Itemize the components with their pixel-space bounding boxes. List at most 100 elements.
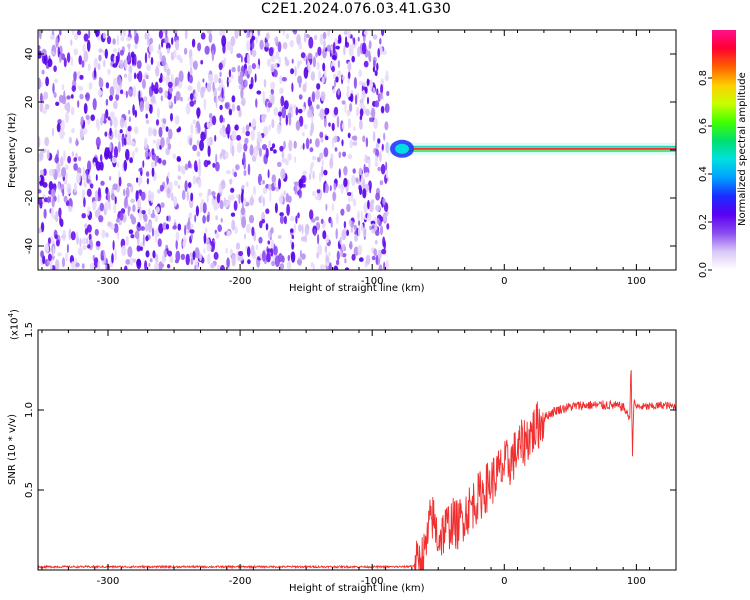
noise-speck: [243, 197, 247, 206]
noise-speck: [225, 151, 229, 160]
noise-speck: [50, 34, 55, 40]
noise-speck: [75, 137, 78, 147]
noise-speck: [293, 140, 297, 149]
noise-speck: [241, 184, 245, 190]
noise-speck: [125, 129, 128, 135]
noise-speck: [100, 154, 103, 163]
noise-speck: [166, 187, 172, 199]
noise-speck: [187, 85, 191, 91]
noise-speck: [335, 259, 340, 266]
noise-speck: [109, 118, 113, 127]
noise-speck: [375, 142, 379, 149]
noise-speck: [50, 51, 56, 56]
noise-speck: [353, 126, 356, 131]
noise-speck: [189, 137, 193, 146]
noise-speck: [80, 116, 84, 124]
noise-speck: [101, 113, 105, 122]
noise-speck: [267, 102, 273, 108]
noise-speck: [145, 113, 148, 119]
noise-speck: [343, 221, 347, 229]
noise-speck: [85, 92, 90, 102]
noise-speck: [245, 124, 250, 132]
noise-speck: [199, 202, 203, 213]
noise-speck: [331, 202, 335, 212]
noise-speck: [174, 259, 179, 264]
noise-speck: [323, 39, 326, 50]
y-tick-label: -20: [24, 190, 35, 206]
noise-speck: [328, 262, 332, 270]
noise-speck: [219, 127, 224, 136]
noise-speck: [315, 89, 320, 100]
noise-speck: [310, 71, 316, 81]
noise-speck: [346, 85, 350, 94]
noise-speck: [81, 173, 87, 181]
noise-speck: [58, 182, 61, 191]
noise-speck: [222, 132, 227, 138]
noise-speck: [161, 55, 166, 67]
noise-speck: [281, 157, 287, 163]
noise-speck: [70, 261, 75, 270]
noise-speck: [123, 138, 127, 146]
signal-onset-core: [395, 143, 410, 154]
y-tick-label: 1.0: [24, 402, 35, 418]
y-tick-label: 0: [24, 147, 35, 153]
noise-speck: [321, 158, 324, 168]
noise-speck: [303, 32, 307, 43]
noise-speck: [184, 163, 189, 171]
noise-speck: [211, 191, 216, 196]
noise-speck: [302, 142, 305, 150]
noise-speck: [274, 255, 280, 268]
noise-speck: [374, 162, 379, 167]
noise-speck: [112, 48, 118, 53]
noise-speck: [173, 49, 177, 58]
noise-speck: [248, 122, 252, 127]
noise-speck: [290, 228, 294, 233]
noise-speck: [377, 217, 380, 225]
noise-speck: [187, 182, 192, 189]
noise-speck: [114, 196, 117, 205]
noise-speck: [270, 88, 274, 95]
noise-speck: [221, 148, 225, 157]
noise-speck: [160, 137, 165, 148]
noise-speck: [275, 186, 280, 192]
noise-speck: [377, 249, 382, 260]
noise-speck: [90, 114, 95, 121]
noise-speck: [312, 56, 317, 68]
noise-speck: [290, 68, 295, 75]
noise-speck: [302, 83, 307, 93]
noise-speck: [173, 196, 178, 207]
noise-speck: [53, 65, 57, 72]
noise-speck: [196, 139, 200, 146]
noise-speck: [184, 30, 188, 40]
noise-speck: [325, 261, 330, 267]
noise-speck: [56, 162, 61, 174]
noise-speck: [134, 147, 139, 153]
noise-speck: [290, 215, 295, 222]
noise-speck: [279, 263, 285, 270]
noise-speck: [53, 92, 57, 98]
noise-speck: [162, 76, 166, 82]
noise-speck: [145, 74, 149, 80]
noise-speck: [73, 48, 79, 56]
noise-speck: [184, 180, 188, 193]
noise-speck: [213, 251, 219, 260]
noise-speck: [50, 189, 56, 198]
noise-speck: [132, 204, 136, 213]
noise-speck: [347, 118, 352, 129]
noise-speck: [58, 207, 62, 218]
noise-speck: [73, 71, 77, 82]
noise-speck: [134, 230, 140, 240]
noise-speck: [223, 57, 226, 66]
noise-speck: [251, 118, 257, 128]
noise-speck: [290, 239, 292, 245]
noise-speck: [317, 244, 323, 256]
noise-speck: [144, 150, 149, 158]
noise-speck: [250, 129, 255, 141]
noise-speck: [274, 36, 278, 43]
noise-speck: [71, 85, 77, 92]
noise-speck: [357, 244, 363, 256]
noise-speck: [77, 85, 82, 90]
noise-speck: [220, 264, 225, 270]
noise-speck: [256, 64, 260, 69]
noise-speck: [203, 98, 207, 111]
